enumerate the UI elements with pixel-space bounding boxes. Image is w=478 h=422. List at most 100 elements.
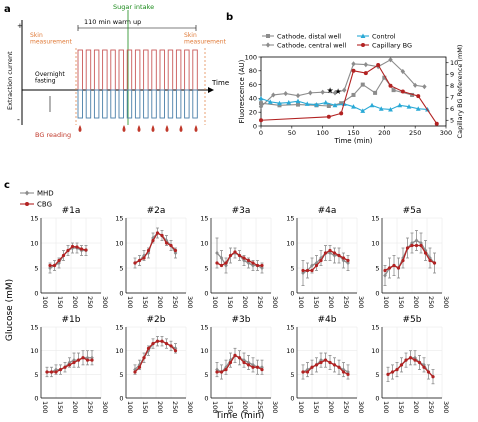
x-tick-label: 300 [440,129,452,137]
x-tick-label: 200 [327,296,335,308]
subplot-title: #4a [318,206,337,216]
y-tick-label: 15 [30,324,38,332]
x-tick-label: 150 [312,401,320,413]
subplot-title: #5a [403,206,422,216]
cbg-point [428,258,432,263]
cbg-point [328,248,332,253]
cbg-point [319,258,323,263]
y-tick-label: 15 [286,215,294,223]
cbg-point [387,266,392,270]
y-tick-label: 80 [249,67,257,75]
time-label: Time [211,79,229,87]
data-point [277,103,282,108]
data-point [422,84,427,90]
extraction-pulse-negative [110,89,116,119]
mhd-point [242,258,246,263]
cbg-point [76,358,81,362]
subplot-title: #1a [62,206,81,216]
cbg-point [79,247,84,251]
legend-marker [360,33,366,38]
panel-a-schematic: Time + - Extraction current 110 min warm… [6,3,229,139]
extraction-pulse-positive [118,49,124,91]
x-tick-label: 100 [211,296,219,308]
subplot-5b: 0 5 10 15 100 150 200 250 300 #5b [371,315,450,413]
mhd-point [48,265,52,271]
cbg-point [423,251,428,255]
cbg-point [319,360,323,365]
x-tick-label: 200 [412,401,420,413]
blood-drop-icon [78,125,82,132]
y-tick-label: 15 [200,215,208,223]
y-tick-label: 5 [119,371,123,379]
y2-tick-label: 9 [450,71,454,79]
x-tick-label: 100 [382,296,390,308]
y2-tick-label: 7 [450,94,454,102]
cbg-point [228,360,233,365]
cbg-point [426,370,431,374]
subplot-title: #3a [232,206,251,216]
y-tick-label: 10 [115,347,123,355]
x-axis-title: Time (min) [333,137,372,145]
subplot-2b: 0 5 10 15 100 150 200 250 300 #2b [115,315,194,413]
series-line [260,64,438,125]
x-tick-label: 200 [156,296,164,308]
x-tick-label: 50 [288,129,296,137]
data-point [259,101,263,106]
cbg-point [346,372,350,376]
cbg-point [151,238,155,243]
x-tick-label: 150 [397,401,405,413]
y2-tick-label: 5 [450,117,454,125]
mhd-point [419,240,423,246]
minus-label: - [17,115,20,124]
series-line [260,76,413,107]
extraction-pulse-negative [126,89,133,119]
cbg-point [260,368,264,372]
data-point [323,100,329,105]
data-point [388,83,393,88]
extraction-pulse-positive [184,49,190,91]
y-tick-label: 0 [290,395,294,403]
cbg-point [237,356,242,360]
cbg-point [66,248,70,253]
data-point [339,111,344,116]
y-tick-label: 60 [249,81,257,89]
cbg-point [164,241,169,245]
overnight-fasting-label: Overnight fasting [35,71,65,85]
warmup-label: 110 min warm up [84,18,141,26]
extraction-pulse-positive [134,49,141,91]
extraction-pulse-positive [143,49,149,91]
cbg-point [337,365,341,369]
data-point [351,92,356,97]
y-tick-label: 10 [30,347,38,355]
x-tick-label: 100 [126,401,134,413]
extraction-pulse-negative [118,89,124,119]
cbg-point [242,256,246,260]
x-tick-label: 150 [56,401,64,413]
cbg-point [142,356,146,360]
x-tick-label: 300 [271,401,279,413]
data-point [267,99,273,104]
cbg-point [155,231,160,235]
legend-label: Capillary BG [372,41,412,49]
extraction-pulse-negative [184,89,190,119]
mhd-point [57,260,61,266]
data-point [296,102,300,107]
extraction-pulse-positive [167,49,174,91]
mhd-point [410,240,414,246]
x-tick-label: 250 [86,401,94,413]
cbg-point [173,349,178,353]
cbg-point [301,370,305,374]
y-tick-label: 5 [290,371,294,379]
subplot-4a: 0 5 10 15 100 150 200 250 300 #4a [286,206,365,308]
data-point [283,90,288,97]
extraction-pulse-positive [110,49,116,91]
data-point [332,90,338,96]
cbg-point [48,263,52,268]
cbg-point [414,243,419,248]
extraction-pulse-positive [175,49,182,91]
x-tick-label: 150 [226,401,234,413]
cbg-point [72,360,76,365]
series-capillary-bg [259,63,439,126]
cbg-point [328,360,332,365]
extraction-pulse-negative [159,89,165,119]
